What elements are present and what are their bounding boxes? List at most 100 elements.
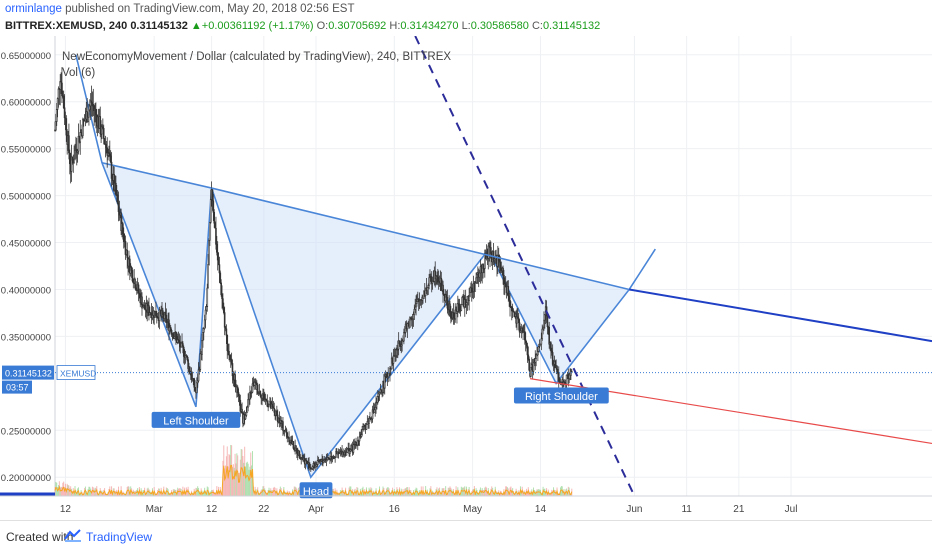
candle-up: [202, 332, 204, 341]
volume-bar: [229, 455, 231, 496]
candle-up: [361, 429, 363, 435]
volume-bar: [68, 485, 70, 496]
author-link[interactable]: orminlange: [5, 3, 62, 15]
volume-bar: [94, 487, 96, 496]
candle-down: [143, 305, 146, 310]
open-value: 0.30705692: [328, 20, 387, 32]
publish-line: orminlange published on TradingView.com,…: [5, 3, 355, 15]
candle-down: [292, 441, 295, 449]
y-tick-label: 0.45000000: [1, 239, 51, 250]
x-tick-label: 22: [258, 504, 270, 515]
price-axis[interactable]: 0.65000000 0.60000000 0.55000000 0.50000000…: [1, 36, 56, 496]
candle-up: [201, 340, 203, 355]
candle-up: [209, 222, 211, 241]
candle-down: [178, 339, 181, 344]
candle-down: [446, 297, 449, 309]
candle-up: [383, 375, 386, 389]
candle-up: [570, 371, 572, 376]
candle-down: [95, 108, 97, 116]
pattern-label-text: Head: [303, 486, 329, 498]
volume-bar: [129, 493, 131, 496]
candle-down: [452, 312, 455, 318]
candle-up: [346, 448, 349, 453]
candle-up: [478, 272, 481, 278]
candle-up: [207, 264, 209, 289]
candle-down: [286, 432, 289, 438]
ohlc-line: BITTREX:XEMUSD, 240 0.31145132 ▲+0.00361…: [5, 20, 600, 32]
price-chart[interactable]: 0.65000000 0.60000000 0.55000000 0.50000000…: [0, 36, 932, 520]
candle-down: [137, 284, 140, 294]
volume-bar: [272, 490, 274, 496]
candle-up: [362, 426, 364, 430]
volume-bar: [450, 487, 452, 496]
candle-down: [458, 303, 461, 312]
last-price: 0.31145132: [130, 20, 188, 32]
candle-down: [61, 82, 63, 97]
head-and-shoulders-pattern[interactable]: [75, 54, 656, 479]
volume-bar: [294, 486, 296, 496]
candle-up: [456, 311, 458, 315]
pattern-labels[interactable]: Left Shoulder Head Right Shoulder: [151, 387, 609, 499]
candle-up: [316, 459, 319, 465]
candle-down: [99, 116, 102, 135]
candle-down: [524, 339, 527, 343]
candle-up: [246, 406, 249, 413]
candle-up: [209, 199, 212, 223]
candle-up: [537, 351, 539, 356]
candle-down: [228, 350, 230, 356]
high-label: H:: [389, 20, 401, 32]
candle-down: [449, 303, 451, 313]
candle-up: [77, 136, 80, 152]
candle-down: [62, 95, 65, 109]
candle-down: [295, 445, 297, 449]
candle-down: [434, 270, 437, 280]
x-tick-label: 11: [681, 504, 692, 515]
close-value: 0.31145132: [542, 20, 601, 32]
candle-up: [461, 297, 463, 305]
candle-up: [79, 132, 82, 143]
time-axis[interactable]: 12 Mar 12 22 Apr 16 May 14 Jun 11 21 Jul: [0, 492, 932, 515]
candle-up: [261, 394, 263, 399]
candle-down: [226, 334, 229, 351]
volume-bar: [197, 486, 199, 496]
volume-bar: [407, 492, 409, 496]
volume-bar: [61, 487, 63, 496]
tradingview-brand-link[interactable]: TradingView: [86, 530, 153, 544]
candle-down: [528, 358, 530, 371]
created-with-text: Created with: [6, 530, 74, 544]
countdown-text: 03:57: [6, 383, 29, 393]
volume-bar: [271, 490, 273, 496]
volume-bar: [143, 490, 145, 496]
volume-bar: [217, 493, 219, 496]
volume-bar: [297, 493, 299, 496]
candle-up: [516, 316, 518, 324]
candle-up: [427, 284, 430, 288]
volume-bar: [242, 455, 244, 496]
candle-up: [244, 415, 247, 420]
volume-bar: [245, 466, 247, 496]
candle-down: [271, 403, 274, 408]
y-tick-label: 0.20000000: [1, 473, 51, 484]
candle-down: [512, 310, 515, 313]
candle-up: [377, 393, 380, 397]
candle-down: [282, 421, 284, 431]
footer: Created with TradingView: [0, 520, 932, 551]
y-tick-label: 0.35000000: [1, 332, 51, 343]
volume-bar: [183, 492, 185, 496]
pattern-label-box: [299, 482, 333, 499]
candle-up: [57, 88, 60, 99]
candle-up: [534, 358, 537, 363]
countdown-box: [2, 380, 32, 394]
volume-bar: [136, 489, 138, 496]
candle-down: [164, 311, 167, 316]
candle-up: [268, 404, 270, 407]
pattern-fill: [101, 162, 630, 478]
volume-bar: [110, 492, 112, 496]
candle-down: [222, 298, 224, 309]
up-arrow-icon: ▲: [190, 20, 202, 32]
candle-up: [460, 304, 463, 311]
candle-up: [245, 412, 248, 416]
candle-up: [412, 314, 415, 320]
candle-down: [131, 270, 134, 282]
candle-down: [430, 276, 432, 282]
